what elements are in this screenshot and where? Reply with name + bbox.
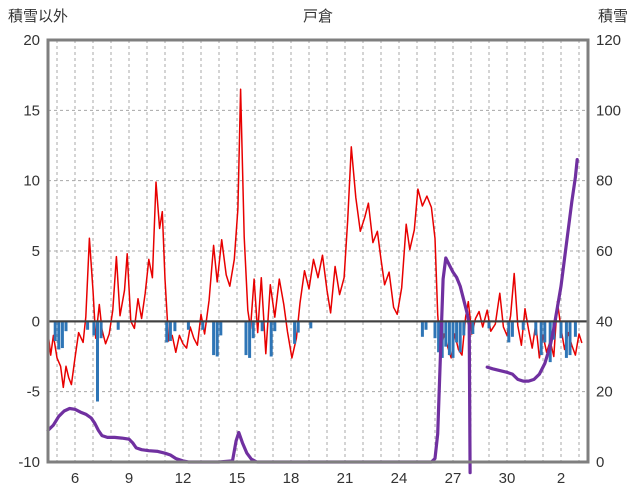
precipitation-bar [96,321,99,402]
series-purple-line [46,158,579,475]
x-tick-label: 27 [445,470,462,487]
precipitation-bar [455,321,459,343]
precipitation-bar [168,321,172,342]
precipitation-bar [534,321,538,336]
precipitation-bar [293,321,297,344]
precipitation-bar [260,321,264,332]
precipitation-bar [424,321,428,330]
precipitation-bar [471,321,475,334]
precipitation-bar [507,321,511,343]
horizontal-gridlines [48,109,588,393]
y-right-tick-label: 80 [596,173,613,190]
precipitation-bar [219,321,223,336]
y-left-tick-label: 20 [23,32,40,49]
precipitation-bar [420,321,424,337]
precipitation-bar [296,321,300,333]
y-right-tick-label: 120 [596,32,621,49]
series-blue-bars [53,321,577,402]
precipitation-bar [444,321,448,347]
y-right-tick-label: 0 [596,454,604,471]
precipitation-bar [568,321,572,356]
precipitation-bar [99,321,103,339]
y-left-tick-labels: 20 15 10 5 0 -5 -10 [18,32,40,471]
x-tick-label: 21 [337,470,354,487]
precipitation-bar [116,321,120,330]
precipitation-bar [248,321,252,358]
plot-frame [46,38,590,464]
precipitation-bar [186,321,190,330]
frame [46,38,590,464]
series-line-red-line [47,88,583,389]
precipitation-bar [273,321,277,332]
x-tick-label: 15 [229,470,246,487]
x-tick-label: 6 [71,470,79,487]
precipitation-bar [309,321,313,329]
x-tick-labels: 6 9 12 15 18 21 24 27 30 2 [71,470,565,487]
precipitation-bar [458,321,462,353]
y-right-tick-labels: 120 100 80 60 40 20 0 [596,32,621,471]
precipitation-bar [462,321,466,336]
y-right-tick-label: 20 [596,384,613,401]
precipitation-bar [92,321,96,336]
y-right-tick-label: 40 [596,313,613,330]
precipitation-bar [201,321,205,330]
precipitation-bar [543,321,547,343]
y-left-tick-label: 0 [32,313,40,330]
precipitation-bar [564,321,568,358]
x-tick-label: 30 [499,470,516,487]
precipitation-bar [57,321,61,350]
series-red-line [47,88,583,389]
precipitation-bar [212,321,216,356]
y-right-tick-label: 60 [596,243,613,260]
x-tick-label: 2 [557,470,565,487]
y-left-tick-label: 15 [23,102,40,119]
precipitation-bar [433,321,437,339]
chart-title: 戸倉 [302,8,333,25]
precipitation-bar [173,321,177,332]
left-axis-title: 積雪以外 [8,8,69,25]
precipitation-bar [437,321,441,353]
precipitation-bar [510,321,514,337]
series-line-purple-line [46,256,472,475]
precipitation-bar [269,321,273,357]
series-line-purple-line [485,158,579,383]
precipitation-bar [487,321,491,329]
precipitation-bar [215,321,219,357]
precipitation-bar [521,321,525,330]
precipitation-bar [244,321,248,356]
precipitation-bar [165,321,169,343]
precipitation-bar [86,321,90,330]
precipitation-bar [60,321,64,349]
precipitation-bar [64,321,68,332]
y-left-tick-label: 10 [23,173,40,190]
precipitation-bar [447,321,451,356]
y-left-tick-label: 5 [32,243,40,260]
precipitation-bar [53,321,57,342]
right-axis-title: 積雪 [597,8,628,25]
y-left-tick-label: -5 [27,384,40,401]
x-tick-label: 12 [175,470,192,487]
precipitation-bar [573,321,577,337]
precipitation-bar [451,321,455,358]
x-tick-label: 9 [125,470,133,487]
precipitation-bar [539,321,543,356]
precipitation-bar [559,321,563,339]
x-tick-label: 18 [283,470,300,487]
x-tick-label: 24 [391,470,408,487]
precipitation-bar [251,321,255,339]
y-right-tick-label: 100 [596,102,621,119]
y-left-tick-label: -10 [18,454,40,471]
